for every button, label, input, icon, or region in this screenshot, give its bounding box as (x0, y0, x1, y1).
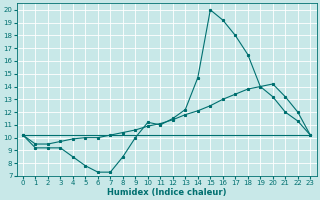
X-axis label: Humidex (Indice chaleur): Humidex (Indice chaleur) (107, 188, 226, 197)
